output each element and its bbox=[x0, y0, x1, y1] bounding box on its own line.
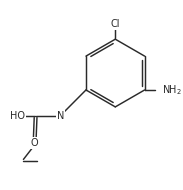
Text: Cl: Cl bbox=[111, 19, 120, 29]
Text: O: O bbox=[31, 138, 39, 148]
Text: N: N bbox=[57, 111, 64, 121]
Text: NH$_2$: NH$_2$ bbox=[162, 83, 182, 97]
Text: HO: HO bbox=[10, 111, 25, 121]
